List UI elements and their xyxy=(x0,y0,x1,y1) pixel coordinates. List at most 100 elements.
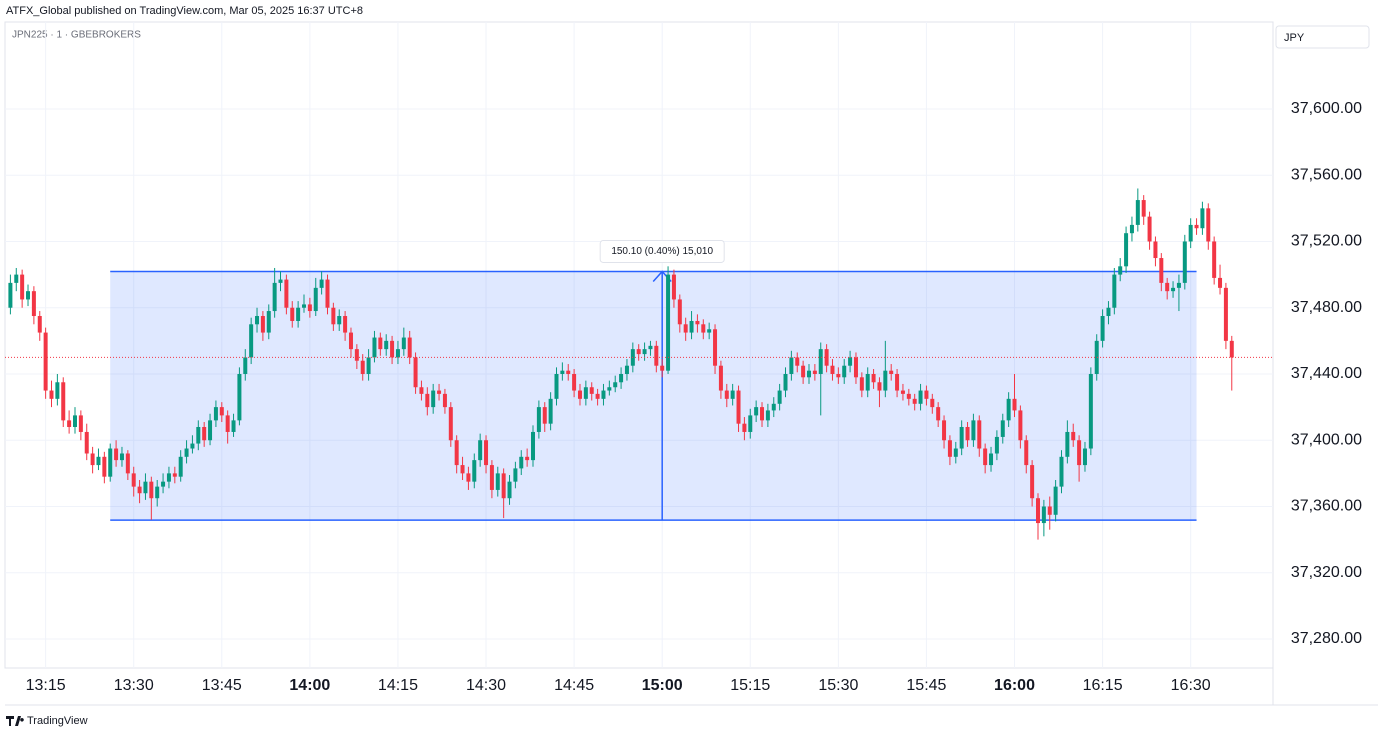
candle-body xyxy=(994,436,999,454)
candle-body xyxy=(161,481,166,487)
candle-body xyxy=(789,357,794,374)
candle-body xyxy=(818,349,823,374)
candle-body xyxy=(660,365,665,371)
candle-body xyxy=(577,390,582,399)
candle-body xyxy=(848,357,853,366)
candle-body xyxy=(313,287,318,312)
range-label-text: 150.10 (0.40%) 15,010 xyxy=(611,246,713,257)
candle-body xyxy=(607,387,612,391)
header: ATFX_Global published on TradingView.com… xyxy=(6,5,363,17)
candle-body xyxy=(701,324,706,333)
candle-body xyxy=(407,337,412,358)
candle-body xyxy=(965,426,970,441)
candle-body xyxy=(260,316,265,333)
candle-body xyxy=(1229,340,1234,358)
candle-body xyxy=(331,307,336,325)
candle-body xyxy=(671,274,676,300)
candle-body xyxy=(677,299,682,325)
candle-body xyxy=(290,307,295,321)
y-tick-label: 37,480.00 xyxy=(1291,299,1362,316)
y-tick-label: 37,560.00 xyxy=(1291,166,1362,183)
footer: TradingView xyxy=(27,715,88,727)
plot-layer: 150.10 (0.40%) 15,010 xyxy=(5,188,1273,540)
x-tick-label: 14:45 xyxy=(554,677,594,694)
candle-body xyxy=(507,481,512,499)
x-tick-label: 16:30 xyxy=(1171,677,1211,694)
candle-body xyxy=(754,407,759,416)
candle-body xyxy=(67,420,72,427)
x-tick-label: 14:30 xyxy=(466,677,506,694)
candle-body xyxy=(1171,287,1176,292)
y-tick-label: 37,320.00 xyxy=(1291,564,1362,581)
candle-body xyxy=(190,443,195,449)
candle-body xyxy=(1141,200,1146,217)
candle-body xyxy=(354,349,359,361)
candle-body xyxy=(1200,208,1205,229)
candle-body xyxy=(213,407,218,421)
candle-body xyxy=(1088,373,1093,449)
candle-body xyxy=(466,473,471,482)
candle-body xyxy=(519,456,524,469)
candle-body xyxy=(1118,266,1123,275)
candle-body xyxy=(989,453,994,466)
candle-body xyxy=(131,473,136,487)
candle-body xyxy=(724,390,729,399)
candle-body xyxy=(730,390,735,399)
candle-body xyxy=(836,373,841,378)
candle-body xyxy=(742,423,747,432)
candle-body xyxy=(1129,224,1134,234)
candle-body xyxy=(454,440,459,466)
candle-body xyxy=(137,486,142,494)
candle-body xyxy=(401,337,406,350)
candle-body xyxy=(378,337,383,350)
candle-body xyxy=(348,332,353,350)
candle-body xyxy=(1006,398,1011,421)
candle-body xyxy=(930,398,935,408)
x-tick-label: 14:15 xyxy=(378,677,418,694)
candle-body xyxy=(337,316,342,325)
currency-box[interactable] xyxy=(1275,25,1370,49)
candle-body xyxy=(108,448,113,477)
candle-body xyxy=(1082,448,1087,466)
x-tick-label: 15:00 xyxy=(642,677,683,694)
candle-body xyxy=(942,420,947,441)
candle-body xyxy=(26,291,31,300)
x-tick-label: 15:30 xyxy=(818,677,858,694)
candle-body xyxy=(266,311,271,333)
candle-body xyxy=(484,440,489,466)
candle-body xyxy=(272,282,277,312)
candle-body xyxy=(613,382,618,388)
candle-body xyxy=(1030,465,1035,499)
candle-body xyxy=(219,407,224,416)
candle-body xyxy=(96,456,101,466)
candle-body xyxy=(654,345,659,366)
y-tick-label: 37,520.00 xyxy=(1291,233,1362,250)
candle-body xyxy=(900,390,905,394)
candle-body xyxy=(666,274,671,371)
candle-body xyxy=(102,456,107,477)
candle-body xyxy=(501,473,506,499)
candle-body xyxy=(495,473,500,490)
candle-body xyxy=(78,415,83,432)
x-tick-label: 16:00 xyxy=(994,677,1035,694)
candle-body xyxy=(583,387,588,399)
currency[interactable]: JPY xyxy=(1284,32,1305,44)
candle-body xyxy=(413,357,418,388)
candle-body xyxy=(830,365,835,374)
candle-body xyxy=(343,316,348,333)
candle-body xyxy=(1176,282,1181,288)
candle-body xyxy=(237,373,242,421)
candle-body xyxy=(554,373,559,399)
candle-body xyxy=(255,316,260,325)
candle-body xyxy=(859,377,864,391)
candle-body xyxy=(437,390,442,394)
candle-body xyxy=(865,373,870,391)
candle-body xyxy=(971,420,976,441)
candle-body xyxy=(172,473,177,477)
candle-body xyxy=(390,340,395,358)
candle-body xyxy=(812,370,817,374)
candle-body xyxy=(1194,224,1199,229)
candle-body xyxy=(425,393,430,408)
